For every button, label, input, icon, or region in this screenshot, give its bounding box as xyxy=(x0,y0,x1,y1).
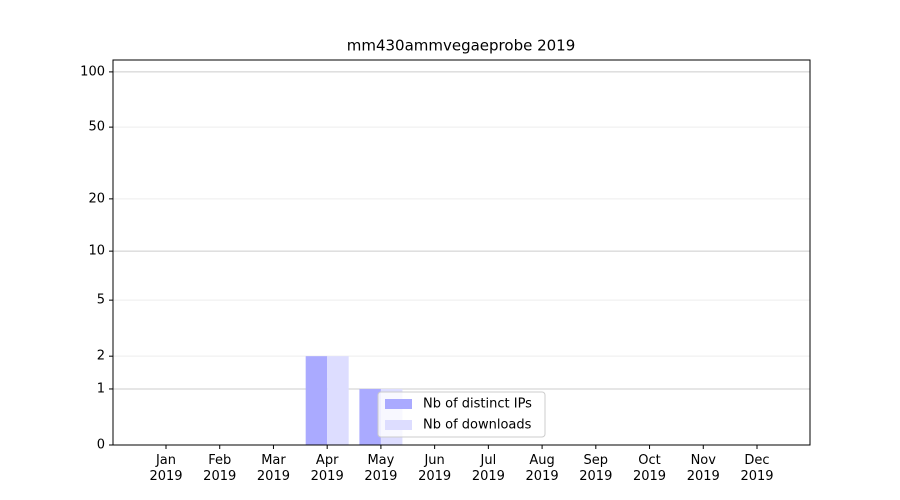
x-tick-label: Jul 2019 xyxy=(471,453,505,484)
x-tick-label: Dec 2019 xyxy=(740,453,774,484)
y-tick-label: 50 xyxy=(88,120,105,135)
bar xyxy=(327,356,349,445)
x-tick-label: Aug 2019 xyxy=(525,453,559,484)
legend-swatch xyxy=(385,399,412,409)
y-tick-label: 1 xyxy=(97,381,105,396)
x-tick-label: Sep 2019 xyxy=(579,453,613,484)
y-tick-label: 2 xyxy=(97,349,105,364)
legend-label: Nb of distinct IPs xyxy=(423,397,532,412)
bar xyxy=(359,388,381,445)
legend-label: Nb of downloads xyxy=(423,418,532,433)
y-tick-label: 0 xyxy=(97,438,105,453)
x-tick-label: Jan 2019 xyxy=(149,453,183,484)
y-tick-label: 5 xyxy=(97,293,105,308)
plot-frame xyxy=(112,59,811,446)
x-tick-label: May 2019 xyxy=(364,453,398,484)
x-tick-label: Oct 2019 xyxy=(632,453,667,484)
y-tick-label: 10 xyxy=(88,244,105,259)
x-tick-label: Mar 2019 xyxy=(256,453,290,484)
chart-title: mm430ammvegaeprobe 2019 xyxy=(347,37,576,55)
legend-box xyxy=(377,391,546,438)
bar xyxy=(305,356,328,445)
x-tick-label: Apr 2019 xyxy=(310,453,344,484)
legend-swatch xyxy=(385,420,412,430)
y-tick-label: 100 xyxy=(80,64,105,79)
x-tick-label: Feb 2019 xyxy=(203,453,237,484)
x-tick-label: Nov 2019 xyxy=(686,453,720,484)
x-tick-label: Jun 2019 xyxy=(418,453,452,484)
y-tick-label: 20 xyxy=(88,191,105,206)
